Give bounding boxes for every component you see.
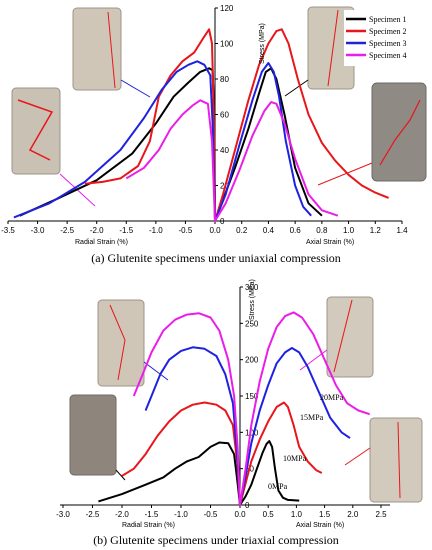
x-axis-label-right-a: Axial Strain (%) <box>306 239 354 246</box>
x-tick-label: 0.0 <box>209 226 221 235</box>
x-tick-label: -1.0 <box>149 226 163 235</box>
svg-text:Specimen 4: Specimen 4 <box>369 51 407 60</box>
y-tick-label: 80 <box>220 75 229 84</box>
x-tick-label: 0.8 <box>316 226 328 235</box>
x-tick-label: 1.0 <box>343 226 355 235</box>
x-tick-label: -2.0 <box>90 226 104 235</box>
x-axis-label-right-b: Axial Strain (%) <box>296 522 344 529</box>
x-tick-label: -0.5 <box>204 510 218 519</box>
x-ticks-a: -3.5 -3.0 -2.5 -2.0 -1.5 -1.0 -0.5 0.0 0.2 0.4 0.6… <box>1 221 408 235</box>
x-tick-label: 0.6 <box>290 226 302 235</box>
specimen-photo-a2 <box>11 87 61 175</box>
specimen-photo-a1 <box>72 7 122 91</box>
legend-item-specimen-2: Specimen 2 <box>346 27 407 36</box>
legend-a: Specimen 1 Specimen 2 Specimen 3 Specime… <box>344 10 428 66</box>
specimen-photo-b4 <box>369 417 423 503</box>
y-tick-label: 200 <box>245 356 259 365</box>
y-tick-label: 120 <box>220 4 234 13</box>
series-line-15mpa <box>144 346 351 506</box>
curve-label-15mpa: 15MPa <box>300 413 324 422</box>
y-tick-label: 300 <box>245 283 259 292</box>
legend-item-specimen-4: Specimen 4 <box>346 51 407 60</box>
series-line-20mpa <box>132 311 371 506</box>
x-tick-label: -3.0 <box>56 510 70 519</box>
legend-item-specimen-1: Specimen 1 <box>346 15 407 24</box>
series-line-specimen-1 <box>19 67 323 222</box>
x-tick-label: 2.0 <box>347 510 359 519</box>
x-tick-label: -1.5 <box>145 510 159 519</box>
x-tick-label: 1.5 <box>319 510 331 519</box>
x-tick-label: -3.5 <box>1 226 15 235</box>
series-line-specimen-4 <box>125 99 339 222</box>
series-a <box>13 28 389 222</box>
y-tick-label: 40 <box>220 146 229 155</box>
y-tick-label: 150 <box>245 392 259 401</box>
series-line-specimen-2 <box>84 28 389 222</box>
x-tick-label: 1.2 <box>370 226 382 235</box>
panel-a: -3.5 -3.0 -2.5 -2.0 -1.5 -1.0 -0.5 0.0 0.2 0.4 0.6… <box>1 4 428 265</box>
y-tick-label: 0 <box>220 217 225 226</box>
x-tick-label: -2.5 <box>60 226 74 235</box>
y-tick-label: 100 <box>245 428 259 437</box>
y-tick-label: 60 <box>220 111 229 120</box>
x-axis-label-left-a: Radial Strain (%) <box>75 239 128 246</box>
x-tick-label: -2.5 <box>86 510 100 519</box>
curve-label-0mpa: 0MPa <box>268 482 288 491</box>
caption-b: (b) Glutenite specimens under triaxial c… <box>93 533 339 547</box>
x-tick-label: -1.5 <box>119 226 133 235</box>
x-tick-label: -0.5 <box>179 226 193 235</box>
legend-item-specimen-3: Specimen 3 <box>346 39 407 48</box>
x-tick-label: -3.0 <box>31 226 45 235</box>
x-tick-label: -2.0 <box>115 510 129 519</box>
x-tick-label: 1.4 <box>396 226 408 235</box>
specimen-photo-b1 <box>97 299 145 387</box>
x-ticks-b: -3.0 -2.5 -2.0 -1.5 -1.0 -0.5 0.0 0.5 1.0 1.5 2.0 2… <box>56 505 387 519</box>
specimen-photo-b3 <box>326 296 374 378</box>
y-tick-label: 250 <box>245 319 259 328</box>
pointer-line <box>120 79 151 98</box>
x-tick-label: 1.0 <box>291 510 303 519</box>
svg-text:Specimen 2: Specimen 2 <box>369 27 407 36</box>
pointer-line <box>344 447 371 466</box>
y-tick-label: 0 <box>245 501 250 510</box>
x-tick-label: 0.0 <box>234 510 246 519</box>
svg-text:Specimen 1: Specimen 1 <box>369 15 407 24</box>
x-axis-label-left-b: Radial Strain (%) <box>122 522 175 529</box>
y-tick-label: 100 <box>220 40 234 49</box>
svg-text:Specimen 3: Specimen 3 <box>369 39 407 48</box>
curve-label-20mpa: 20MPa <box>320 393 344 402</box>
panel-b: -3.0 -2.5 -2.0 -1.5 -1.0 -0.5 0.0 0.5 1.0 1.5 2.0 2… <box>56 279 423 547</box>
specimen-photo-a4 <box>371 82 427 182</box>
x-tick-label: 2.5 <box>375 510 387 519</box>
pointer-line <box>317 162 373 186</box>
caption-a: (a) Glutenite specimens under uniaxial c… <box>91 251 341 265</box>
y-axis-label-a: Stress (MPa) <box>259 23 266 64</box>
x-tick-label: 0.5 <box>263 510 275 519</box>
pointer-line <box>284 79 309 97</box>
series-b <box>98 311 371 506</box>
pointer-line <box>115 469 126 481</box>
pointer-line <box>143 361 169 381</box>
x-tick-label: 0.4 <box>263 226 275 235</box>
y-axis-label-b: Stress (MPa) <box>249 279 256 320</box>
curve-label-10mpa: 10MPa <box>283 454 307 463</box>
x-tick-label: -1.0 <box>174 510 188 519</box>
x-tick-label: 0.2 <box>236 226 248 235</box>
specimen-photo-b2 <box>69 394 117 476</box>
